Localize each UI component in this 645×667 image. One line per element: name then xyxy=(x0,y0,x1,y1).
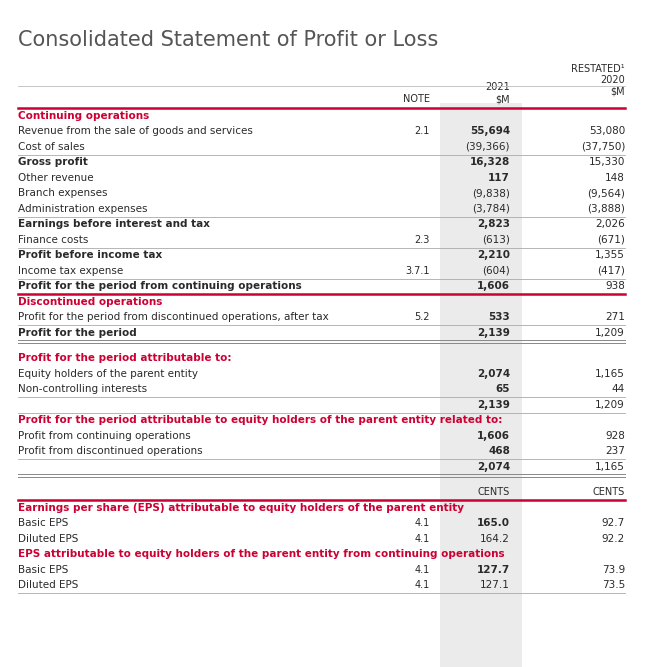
Text: 164.2: 164.2 xyxy=(480,534,510,544)
Text: 4.1: 4.1 xyxy=(415,580,430,590)
Text: 92.7: 92.7 xyxy=(602,518,625,528)
Text: Basic EPS: Basic EPS xyxy=(18,518,68,528)
Text: 2,026: 2,026 xyxy=(595,219,625,229)
Text: 5.2: 5.2 xyxy=(415,312,430,322)
Text: Earnings before interest and tax: Earnings before interest and tax xyxy=(18,219,210,229)
Text: (3,784): (3,784) xyxy=(472,203,510,213)
Text: 4.1: 4.1 xyxy=(415,534,430,544)
Text: CENTS: CENTS xyxy=(478,488,510,498)
Text: Other revenue: Other revenue xyxy=(18,173,94,183)
Text: Basic EPS: Basic EPS xyxy=(18,565,68,575)
Bar xyxy=(440,103,522,667)
Text: Discontinued operations: Discontinued operations xyxy=(18,297,163,307)
Text: Administration expenses: Administration expenses xyxy=(18,203,148,213)
Text: Cost of sales: Cost of sales xyxy=(18,142,84,152)
Text: 2,074: 2,074 xyxy=(477,462,510,472)
Text: 2021
$M: 2021 $M xyxy=(485,83,510,104)
Text: 44: 44 xyxy=(611,384,625,394)
Text: 73.9: 73.9 xyxy=(602,565,625,575)
Text: 148: 148 xyxy=(605,173,625,183)
Text: 127.7: 127.7 xyxy=(477,565,510,575)
Text: 533: 533 xyxy=(488,312,510,322)
Text: Profit for the period attributable to:: Profit for the period attributable to: xyxy=(18,354,232,364)
Text: 1,165: 1,165 xyxy=(595,369,625,379)
Text: CENTS: CENTS xyxy=(593,488,625,498)
Text: 65: 65 xyxy=(495,384,510,394)
Text: 4.1: 4.1 xyxy=(415,518,430,528)
Text: 468: 468 xyxy=(488,446,510,456)
Text: Profit for the period: Profit for the period xyxy=(18,327,137,338)
Text: Continuing operations: Continuing operations xyxy=(18,111,149,121)
Text: NOTE: NOTE xyxy=(403,94,430,104)
Text: 2.3: 2.3 xyxy=(415,235,430,245)
Text: Diluted EPS: Diluted EPS xyxy=(18,534,79,544)
Text: Profit for the period from continuing operations: Profit for the period from continuing op… xyxy=(18,281,302,291)
Text: Non-controlling interests: Non-controlling interests xyxy=(18,384,147,394)
Text: (39,366): (39,366) xyxy=(466,142,510,152)
Text: (417): (417) xyxy=(597,265,625,275)
Text: Branch expenses: Branch expenses xyxy=(18,188,108,198)
Text: 16,328: 16,328 xyxy=(470,157,510,167)
Text: RESTATED¹
2020
$M: RESTATED¹ 2020 $M xyxy=(571,64,625,97)
Text: Equity holders of the parent entity: Equity holders of the parent entity xyxy=(18,369,198,379)
Text: 1,606: 1,606 xyxy=(477,281,510,291)
Text: 2,139: 2,139 xyxy=(477,327,510,338)
Text: Consolidated Statement of Profit or Loss: Consolidated Statement of Profit or Loss xyxy=(18,30,438,50)
Text: 1,209: 1,209 xyxy=(595,400,625,410)
Text: Profit for the period attributable to equity holders of the parent entity relate: Profit for the period attributable to eq… xyxy=(18,416,502,426)
Text: 938: 938 xyxy=(605,281,625,291)
Text: (9,564): (9,564) xyxy=(587,188,625,198)
Text: 3.7.1: 3.7.1 xyxy=(406,265,430,275)
Text: 1,209: 1,209 xyxy=(595,327,625,338)
Text: 127.1: 127.1 xyxy=(480,580,510,590)
Text: 4.1: 4.1 xyxy=(415,565,430,575)
Text: EPS attributable to equity holders of the parent entity from continuing operatio: EPS attributable to equity holders of th… xyxy=(18,549,504,559)
Text: 271: 271 xyxy=(605,312,625,322)
Text: 15,330: 15,330 xyxy=(589,157,625,167)
Text: 1,165: 1,165 xyxy=(595,462,625,472)
Text: 2,210: 2,210 xyxy=(477,250,510,260)
Text: 928: 928 xyxy=(605,431,625,441)
Text: Profit from discontinued operations: Profit from discontinued operations xyxy=(18,446,203,456)
Text: 92.2: 92.2 xyxy=(602,534,625,544)
Text: Profit before income tax: Profit before income tax xyxy=(18,250,163,260)
Text: (604): (604) xyxy=(482,265,510,275)
Text: 1,606: 1,606 xyxy=(477,431,510,441)
Text: 53,080: 53,080 xyxy=(589,126,625,136)
Text: 1,355: 1,355 xyxy=(595,250,625,260)
Text: 165.0: 165.0 xyxy=(477,518,510,528)
Text: 2.1: 2.1 xyxy=(415,126,430,136)
Text: Earnings per share (EPS) attributable to equity holders of the parent entity: Earnings per share (EPS) attributable to… xyxy=(18,503,464,513)
Text: 2,139: 2,139 xyxy=(477,400,510,410)
Text: 2,823: 2,823 xyxy=(477,219,510,229)
Text: Profit for the period from discontinued operations, after tax: Profit for the period from discontinued … xyxy=(18,312,329,322)
Text: (9,838): (9,838) xyxy=(472,188,510,198)
Text: Revenue from the sale of goods and services: Revenue from the sale of goods and servi… xyxy=(18,126,253,136)
Text: Finance costs: Finance costs xyxy=(18,235,88,245)
Text: (613): (613) xyxy=(482,235,510,245)
Text: 117: 117 xyxy=(488,173,510,183)
Text: 73.5: 73.5 xyxy=(602,580,625,590)
Text: 237: 237 xyxy=(605,446,625,456)
Text: 2,074: 2,074 xyxy=(477,369,510,379)
Text: 55,694: 55,694 xyxy=(470,126,510,136)
Text: Income tax expense: Income tax expense xyxy=(18,265,123,275)
Text: Gross profit: Gross profit xyxy=(18,157,88,167)
Text: (3,888): (3,888) xyxy=(587,203,625,213)
Text: Profit from continuing operations: Profit from continuing operations xyxy=(18,431,191,441)
Text: Diluted EPS: Diluted EPS xyxy=(18,580,79,590)
Text: (671): (671) xyxy=(597,235,625,245)
Text: (37,750): (37,750) xyxy=(580,142,625,152)
